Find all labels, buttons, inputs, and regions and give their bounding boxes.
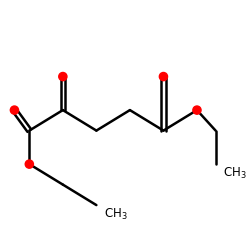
Circle shape — [193, 106, 201, 114]
Text: CH$_3$: CH$_3$ — [223, 166, 247, 181]
Text: CH$_3$: CH$_3$ — [104, 207, 128, 222]
Circle shape — [10, 106, 18, 114]
Circle shape — [59, 72, 67, 81]
Circle shape — [159, 72, 168, 81]
Circle shape — [25, 160, 34, 168]
